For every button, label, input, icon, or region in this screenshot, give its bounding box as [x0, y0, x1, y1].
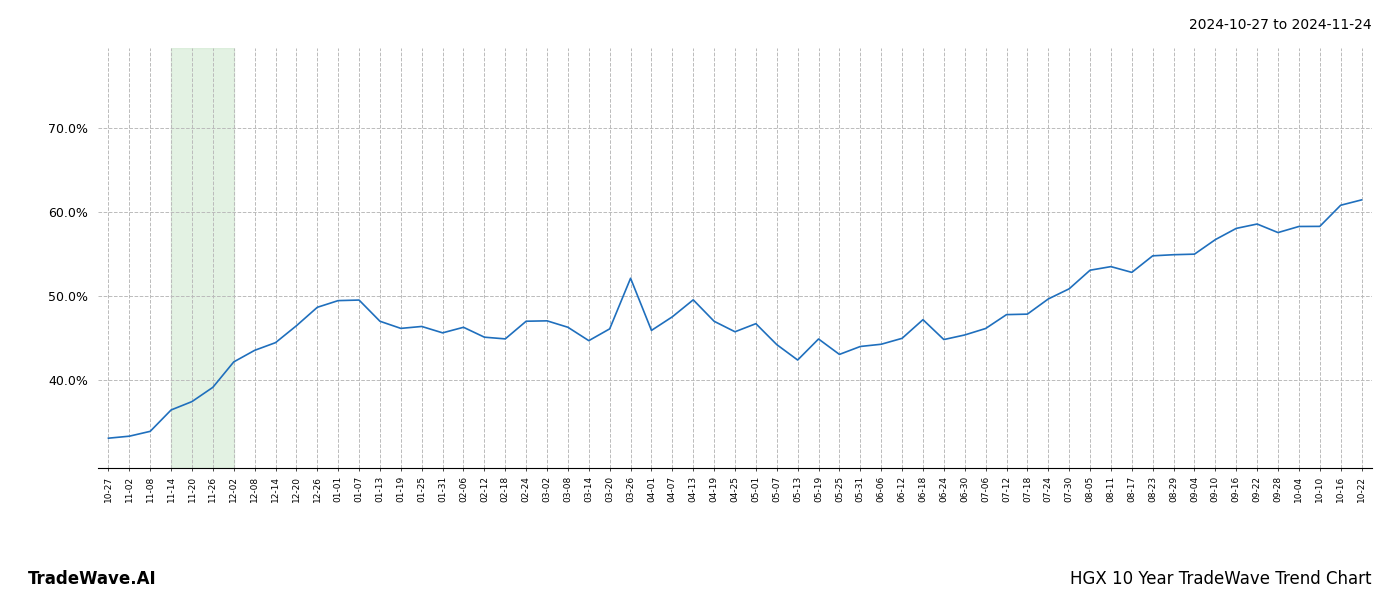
- Text: HGX 10 Year TradeWave Trend Chart: HGX 10 Year TradeWave Trend Chart: [1071, 570, 1372, 588]
- Bar: [171, 48, 234, 468]
- Text: TradeWave.AI: TradeWave.AI: [28, 570, 157, 588]
- Text: 2024-10-27 to 2024-11-24: 2024-10-27 to 2024-11-24: [1190, 18, 1372, 32]
